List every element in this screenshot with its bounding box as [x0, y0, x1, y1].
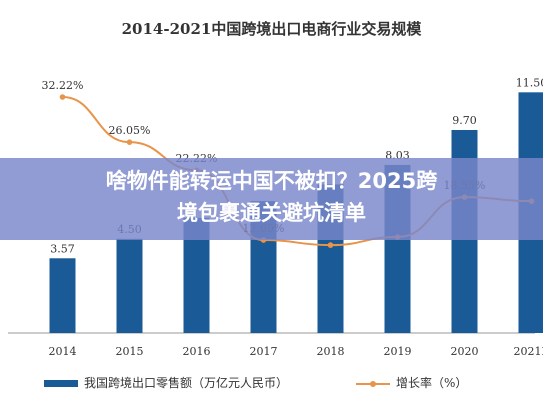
growth-point-2018	[327, 242, 334, 248]
x-tick-2017: 2017	[250, 345, 278, 358]
headline-text[interactable]: 啥物件能转运中国不被扣？2025跨 境包裹通关避坑清单	[0, 165, 543, 229]
headline-line-1: 啥物件能转运中国不被扣？2025跨	[105, 169, 438, 193]
x-tick-2021E: 2021E	[513, 345, 543, 358]
legend-bar-swatch	[44, 380, 78, 387]
growth-point-2015	[126, 139, 133, 145]
bar-label-2014: 3.57	[50, 242, 75, 255]
x-tick-2018: 2018	[317, 345, 345, 358]
legend-bar-label: 我国跨境出口零售额（万亿元人民币）	[84, 376, 289, 390]
x-tick-2019: 2019	[384, 345, 412, 358]
x-tick-2015: 2015	[116, 345, 144, 358]
bar-label-2020: 9.70	[452, 114, 477, 127]
bar-2014	[49, 258, 76, 333]
x-tick-2020: 2020	[451, 345, 479, 358]
bar-2015	[116, 238, 143, 333]
headline-line-2: 境包裹通关避坑清单	[177, 201, 366, 225]
x-tick-2016: 2016	[183, 345, 211, 358]
chart-legend: 我国跨境出口零售额（万亿元人民币） 增长率（%）	[44, 372, 504, 394]
x-tick-2014: 2014	[49, 345, 77, 358]
growth-label-2014: 32.22%	[42, 79, 84, 92]
legend-line-marker	[370, 381, 376, 387]
headline-banner[interactable]	[0, 158, 543, 240]
legend-line-label: 增长率（%）	[396, 376, 468, 390]
growth-label-2015: 26.05%	[109, 124, 151, 137]
growth-point-2014	[59, 94, 66, 100]
bar-label-2021E: 11.50	[516, 76, 543, 89]
chart-title: 2014-2021中国跨境出口电商行业交易规模	[121, 20, 422, 38]
